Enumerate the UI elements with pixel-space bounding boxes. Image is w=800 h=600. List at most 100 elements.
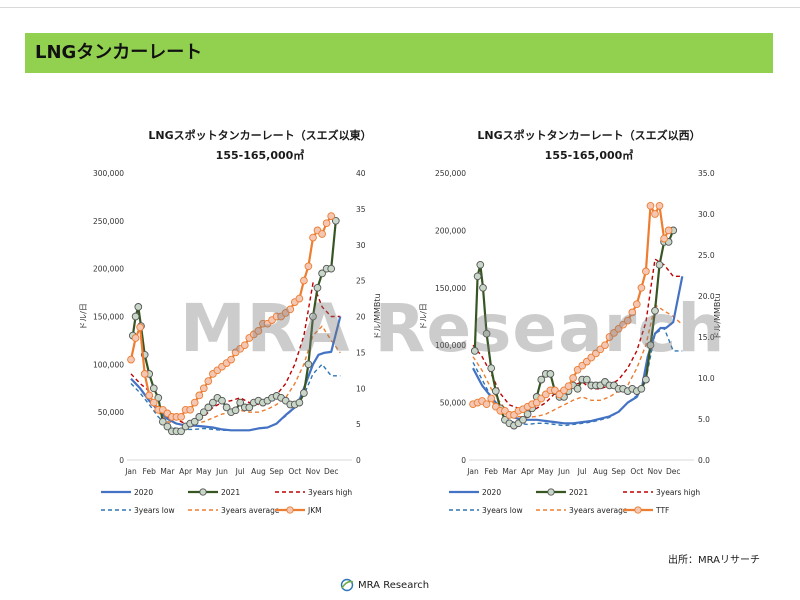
- data-point-2021: [523, 410, 532, 418]
- data-point-2021: [231, 406, 240, 415]
- logo-text: MRA Research: [358, 579, 430, 591]
- data-point-2021: [186, 419, 195, 428]
- data-point-2021: [642, 375, 650, 384]
- data-point-ttf: [469, 400, 477, 409]
- legend-label: 3years average: [221, 506, 280, 515]
- data-point-2021: [140, 350, 149, 359]
- y-axis-label: ドル/日: [79, 303, 88, 330]
- data-point-jkm: [136, 323, 144, 332]
- data-point-2021: [501, 415, 509, 424]
- data-point-2021: [240, 403, 249, 412]
- data-point-2021: [245, 403, 254, 412]
- data-point-ttf: [664, 226, 673, 235]
- footer-logo: MRA Research: [340, 578, 429, 592]
- data-point-2021: [601, 378, 609, 386]
- data-point-jkm: [163, 409, 172, 418]
- data-point-2021: [592, 381, 600, 390]
- data-point-2021: [628, 384, 637, 393]
- data-point-jkm: [140, 370, 149, 378]
- legend-label: 2020: [482, 488, 501, 497]
- legend-label: JKM: [307, 506, 322, 515]
- data-point-2021: [134, 303, 143, 311]
- data-point-2021: [664, 238, 673, 246]
- y-tick-label: 150,000: [93, 313, 124, 322]
- legend-label: 2020: [134, 488, 153, 497]
- data-point-2021: [145, 370, 154, 378]
- source-note: 出所：MRAリサーチ: [668, 555, 761, 566]
- data-point-ttf: [651, 210, 659, 218]
- data-point-jkm: [131, 334, 140, 342]
- data-point-ttf: [523, 402, 532, 411]
- data-point-jkm: [181, 405, 190, 414]
- legend-label: 2021: [569, 488, 588, 497]
- data-point-2021: [614, 384, 623, 393]
- data-point-2021: [259, 398, 267, 407]
- x-tick-label: Mar: [502, 467, 517, 476]
- chart-left-subtitle: 155-165,000㎥: [215, 149, 305, 162]
- data-point-2021: [510, 421, 518, 430]
- y-tick-label: 200,000: [435, 226, 466, 235]
- data-point-2021: [476, 260, 485, 269]
- x-tick-label: Apr: [521, 467, 535, 476]
- data-point-2021: [190, 417, 199, 426]
- x-tick-label: Aug: [251, 467, 266, 476]
- title-bar: LNGタンカーレート: [25, 33, 773, 73]
- data-point-2021: [272, 392, 281, 400]
- data-point-ttf: [478, 397, 486, 405]
- y2-tick-label: 0: [356, 456, 361, 465]
- y2-tick-label: 40: [356, 169, 366, 178]
- data-point-jkm: [318, 230, 326, 238]
- chart-left-title: LNGスポットタンカーレート（スエズ以東）: [148, 129, 372, 142]
- data-point-jkm: [186, 405, 195, 414]
- top-rule: [0, 7, 800, 8]
- chart-right-subtitle: 155-165,000㎥: [544, 149, 634, 162]
- data-point-2021: [218, 396, 226, 405]
- data-point-2021: [318, 269, 326, 278]
- data-point-jkm: [127, 355, 135, 364]
- data-point-jkm: [158, 405, 167, 414]
- data-point-2021: [168, 427, 176, 436]
- x-tick-label: Sep: [270, 467, 284, 476]
- series-line-3years-low: [130, 363, 341, 431]
- data-point-2021: [295, 398, 304, 407]
- legend-marker: [547, 488, 555, 496]
- data-point-2021: [473, 272, 482, 281]
- watermark: MRA Research: [180, 290, 726, 367]
- y2-tick-label: 0.0: [698, 456, 710, 465]
- data-point-2021: [537, 375, 546, 384]
- data-point-ttf: [564, 382, 573, 391]
- data-point-2021: [181, 422, 190, 431]
- data-point-2021: [596, 381, 605, 390]
- data-point-jkm: [145, 391, 154, 400]
- data-point-ttf: [528, 400, 536, 409]
- logo-icon: [340, 578, 354, 592]
- data-point-2021: [560, 393, 568, 401]
- data-point-jkm: [190, 398, 199, 407]
- data-point-2021: [660, 238, 668, 246]
- legend-label: 3years low: [482, 506, 523, 515]
- legend-label: 3years high: [308, 488, 352, 497]
- data-point-2021: [551, 387, 559, 395]
- data-point-ttf: [551, 386, 559, 395]
- data-point-jkm: [204, 377, 213, 385]
- data-point-jkm: [168, 413, 176, 421]
- page-title: LNGタンカーレート: [35, 42, 203, 63]
- data-point-2021: [619, 384, 627, 393]
- x-tick-label: May: [196, 467, 212, 476]
- data-point-2021: [532, 393, 541, 401]
- y-tick-label: 250,000: [93, 217, 124, 226]
- data-point-ttf: [496, 406, 505, 415]
- data-point-2021: [528, 404, 536, 413]
- data-point-2021: [546, 370, 555, 378]
- data-point-2021: [149, 384, 158, 393]
- x-tick-label: May: [538, 467, 554, 476]
- data-point-2021: [286, 400, 295, 409]
- data-point-ttf: [473, 398, 482, 407]
- x-tick-label: Aug: [593, 467, 608, 476]
- data-point-ttf: [501, 406, 509, 415]
- data-point-2021: [519, 415, 527, 424]
- data-point-2021: [263, 396, 272, 405]
- data-point-2021: [555, 393, 564, 401]
- data-point-ttf: [514, 406, 523, 415]
- legend-label: 2021: [221, 488, 240, 497]
